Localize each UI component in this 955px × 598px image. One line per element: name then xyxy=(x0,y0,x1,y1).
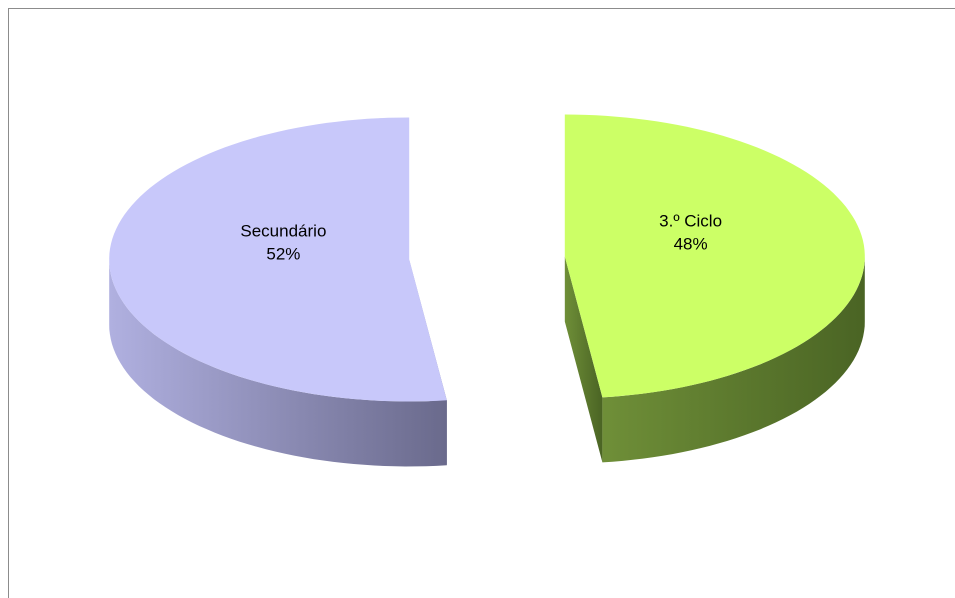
slice xyxy=(109,117,447,402)
slice-label: Secundário xyxy=(240,222,326,241)
slice xyxy=(564,114,865,398)
chart-frame xyxy=(8,8,955,598)
slice-value-label: 48% xyxy=(674,234,708,253)
slice-label: 3.º Ciclo xyxy=(659,211,722,230)
slice-side xyxy=(602,256,865,463)
slice-side xyxy=(109,259,447,467)
slice-value-label: 52% xyxy=(266,245,300,264)
slice-cut-face xyxy=(564,256,603,463)
